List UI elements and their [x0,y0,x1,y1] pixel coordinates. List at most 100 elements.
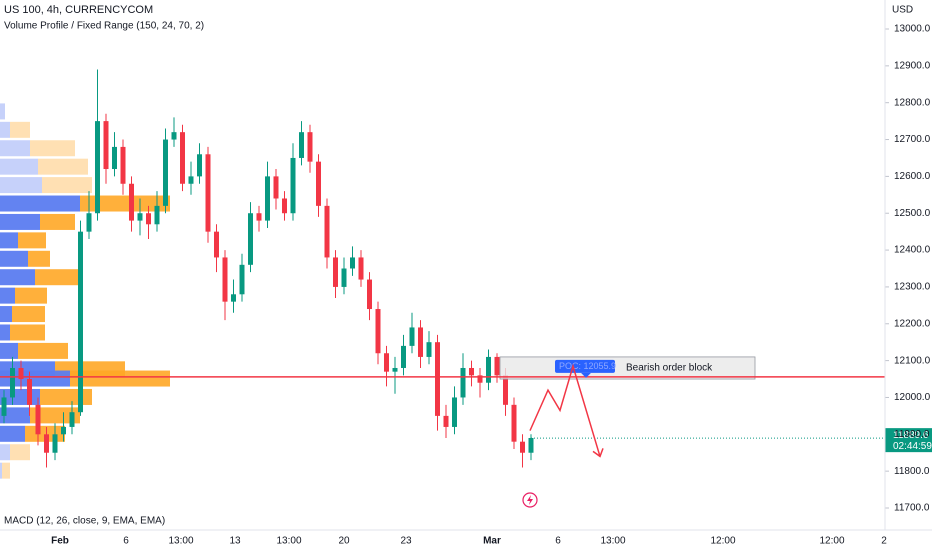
macd-label: MACD (12, 26, close, 9, EMA, EMA) [4,516,165,527]
indicator-title: Volume Profile / Fixed Range (150, 24, 7… [4,21,204,32]
vp-down-bar [10,121,30,138]
vp-down-bar [30,407,80,424]
candle-body [384,353,389,372]
vp-down-bar [35,269,80,286]
alert-icon[interactable] [522,492,538,508]
candle-body [69,412,75,427]
candle-body [180,132,185,184]
y-tick-label: 12000.0 [894,392,931,403]
vp-up-bar [0,232,18,249]
candle-body [350,257,355,269]
vp-down-bar [18,232,46,249]
candle-body [137,213,143,221]
candle-body [214,231,219,258]
x-tick-label: 13 [229,536,241,547]
x-tick-label: 12:00 [710,536,735,547]
vp-up-bar [0,213,40,230]
vp-up-bar [0,407,30,424]
vp-down-bar [70,370,170,387]
y-tick-label: 12200.0 [894,318,931,329]
candle-body [222,257,228,302]
candle-body [341,268,347,287]
candle-body [256,213,262,221]
last-price-box [885,428,932,453]
candle-body [392,367,398,372]
vp-up-bar [0,177,42,194]
vp-up-bar [0,195,80,212]
candle-body [129,183,134,221]
x-tick-label: 23 [400,536,412,547]
candle-body [452,397,457,427]
candle-body [103,121,109,170]
overlay: Bearish order block POC: 12055.9 11889.602… [0,356,932,458]
candle-body [112,146,117,170]
vp-up-bar [0,250,28,267]
candle-body [307,132,313,162]
candle-body [171,132,177,140]
candle-body [435,342,440,416]
candle-body [333,257,338,287]
candle-body [299,132,304,158]
poc-pointer [581,372,591,378]
vp-down-bar [18,342,68,359]
candle-body [316,161,321,206]
vp-up-bar [0,444,10,461]
x-tick-label: 2 [881,536,887,547]
y-tick-label: 13000.0 [894,24,931,35]
candle-body [95,121,100,214]
candle-body [469,367,474,376]
y-tick-label: 11800.0 [894,466,930,477]
projection-path [529,363,601,457]
vp-up-bar [0,342,18,359]
x-tick-label: 13:00 [276,536,301,547]
candle-body [205,154,211,232]
candle-body [290,157,296,214]
candle-body [443,415,449,427]
projection-arrowhead [592,448,604,458]
vp-down-bar [10,324,45,341]
candle-body [265,176,270,221]
vp-up-bar [0,140,30,157]
candle-body [494,356,500,376]
candle-body [163,139,168,206]
candle-body [188,176,194,184]
y-tick-label: 11700.0 [894,503,930,514]
candle-body [27,379,32,405]
candle-body [375,309,381,354]
x-tick-label: 20 [338,536,350,547]
candle-body [10,367,15,398]
y-tick-label: 12600.0 [894,171,931,182]
x-tick-label: 13:00 [168,536,193,547]
vp-up-bar [0,287,15,304]
vp-down-bar [12,306,45,323]
candle-body [511,404,517,442]
grid [885,28,889,509]
vp-up-bar [0,121,10,138]
candle-body [528,437,534,453]
x-tick-label: 12:00 [819,536,844,547]
y-tick-label: 12800.0 [894,97,931,108]
candle-body [146,213,151,225]
vp-down-bar [30,140,75,157]
vp-up-bar [0,425,25,442]
x-tick-label: 6 [555,536,561,547]
candle-body [324,205,330,258]
candle-body [503,375,508,405]
vp-up-bar [0,462,2,479]
candle-body [273,176,279,199]
candle-body [401,345,406,368]
candle-body [426,342,432,357]
candle-body [1,397,7,416]
chart-title: US 100, 4h, CURRENCYCOM [4,4,153,16]
candle-body [52,434,58,453]
candle-body [61,426,66,435]
vp-up-bar [0,306,12,323]
vp-down-bar [15,287,47,304]
y-tick-label: 12700.0 [894,134,931,145]
order-block-label: Bearish order block [626,363,713,374]
volume-profile [0,103,170,479]
candle-body [35,404,41,435]
vp-down-bar [10,444,30,461]
y-tick-label: 12500.0 [894,208,931,219]
